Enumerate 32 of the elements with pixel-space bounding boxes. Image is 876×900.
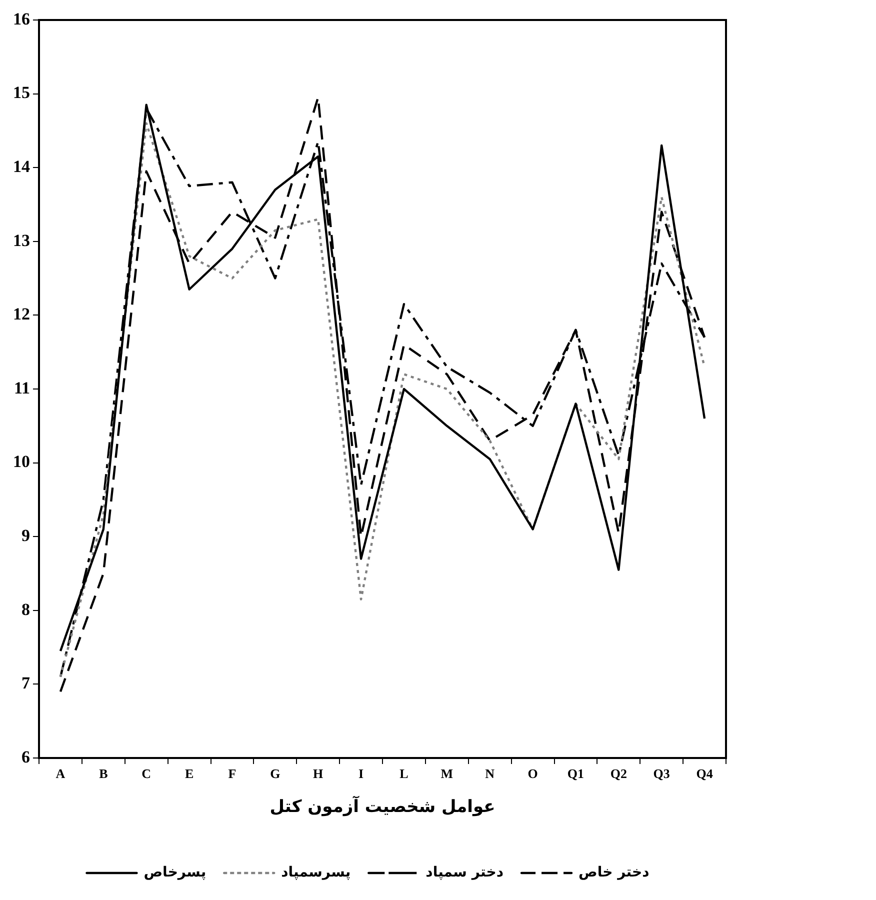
x-tick-label: Q2 (610, 766, 627, 782)
y-tick-label: 9 (22, 526, 30, 545)
x-tick-label: Q4 (696, 766, 714, 782)
x-tick-label: Q3 (653, 766, 670, 782)
legend-label: دختر سمپاد (426, 864, 504, 881)
x-tick-label: G (270, 766, 280, 782)
x-axis-title: عوامل شخصیت آزمون کتل (270, 795, 496, 818)
y-tick-label: 15 (13, 83, 30, 102)
y-tick-label: 6 (22, 747, 30, 766)
x-tick-label: C (142, 766, 152, 782)
y-tick-label: 10 (13, 452, 30, 472)
x-tick-label: F (228, 766, 236, 782)
x-tick-label: Q1 (567, 766, 584, 782)
y-tick-label: 14 (13, 156, 30, 176)
legend-label: پسرخاص (144, 864, 206, 881)
y-tick-label: 8 (22, 600, 30, 619)
y-tick-label: 16 (13, 9, 30, 28)
x-tick-label: L (400, 766, 409, 782)
y-tick-label: 13 (13, 230, 30, 250)
x-tick-label: B (99, 766, 108, 782)
x-tick-label: I (358, 766, 364, 782)
x-tick-label: O (528, 766, 538, 782)
y-tick-label: 12 (13, 304, 30, 324)
x-tick-label: E (184, 766, 194, 782)
y-tick-label: 11 (14, 378, 30, 398)
x-tick-label: N (485, 766, 496, 782)
x-tick-label: H (313, 766, 324, 782)
legend-label: دختر خاص (578, 864, 650, 881)
legend-label: پسرسمپاد (281, 864, 351, 881)
x-tick-label: A (56, 766, 66, 782)
x-tick-label: M (440, 766, 454, 782)
y-tick-label: 7 (22, 674, 30, 693)
